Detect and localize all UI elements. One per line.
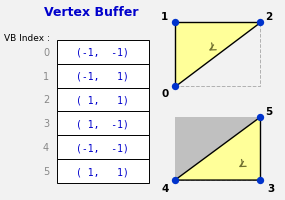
Text: ( 1,  -1): ( 1, -1) <box>76 119 129 129</box>
Bar <box>57 64 149 88</box>
Point <box>173 85 177 88</box>
Bar <box>57 41 149 64</box>
Text: 0: 0 <box>161 89 168 99</box>
Text: ( 1,   1): ( 1, 1) <box>76 95 129 105</box>
Polygon shape <box>175 23 260 86</box>
Text: ( 1,   1): ( 1, 1) <box>76 166 129 176</box>
Text: VB Index :: VB Index : <box>4 34 50 43</box>
Point <box>258 179 263 182</box>
Text: (-1,  -1): (-1, -1) <box>76 142 129 152</box>
Point <box>173 179 177 182</box>
Polygon shape <box>175 117 260 180</box>
Text: (-1,   1): (-1, 1) <box>76 71 129 81</box>
Text: 1: 1 <box>43 71 49 81</box>
Polygon shape <box>175 117 260 180</box>
Point <box>258 22 263 25</box>
Point <box>258 116 263 119</box>
Text: Vertex Buffer: Vertex Buffer <box>44 6 139 19</box>
Text: 5: 5 <box>265 106 273 116</box>
Text: 1: 1 <box>161 12 168 22</box>
Text: 4: 4 <box>43 142 49 152</box>
Text: 2: 2 <box>265 12 273 22</box>
Point <box>173 22 177 25</box>
Text: 3: 3 <box>43 119 49 129</box>
Text: 3: 3 <box>267 183 274 193</box>
Text: (-1,  -1): (-1, -1) <box>76 48 129 57</box>
Bar <box>57 88 149 112</box>
Bar <box>57 136 149 159</box>
Bar <box>57 159 149 183</box>
Text: 5: 5 <box>43 166 49 176</box>
Text: 0: 0 <box>43 48 49 57</box>
Text: 2: 2 <box>43 95 49 105</box>
Bar <box>57 112 149 136</box>
Text: 4: 4 <box>161 183 168 193</box>
